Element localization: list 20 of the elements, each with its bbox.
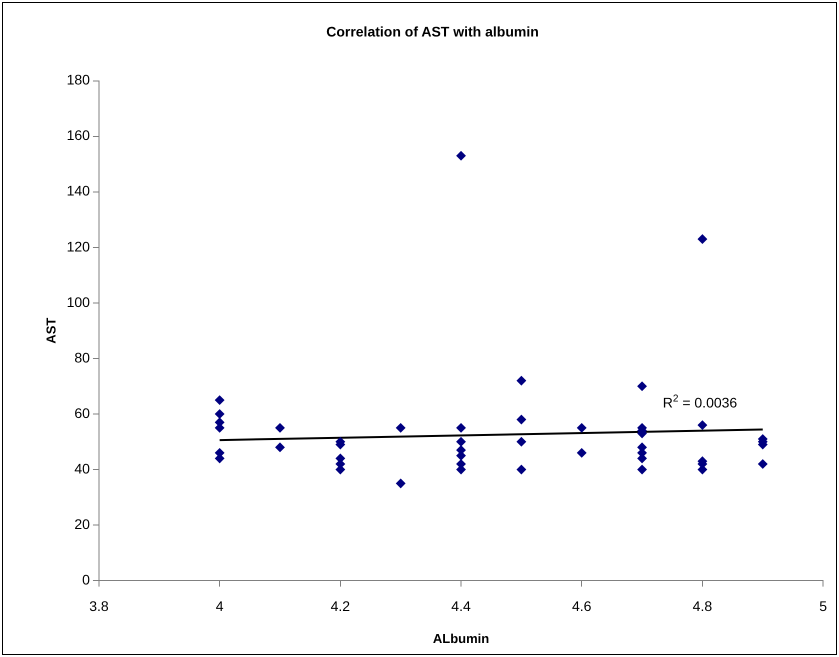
y-tick-label: 160 [66,127,90,144]
x-tick-label: 4.8 [692,598,712,614]
x-axis-title: ALbumin [432,630,490,646]
y-tick-label: 20 [74,516,90,532]
y-tick-label: 60 [74,404,90,421]
y-tick-label: 180 [66,72,90,88]
y-tick-label: 80 [74,349,90,366]
y-tick-label: 140 [66,182,90,199]
x-tick-label: 4 [216,598,224,614]
y-tick-label: 120 [66,238,90,254]
chart-title: Correlation of AST with albumin [326,23,539,40]
y-tick-label: 0 [82,571,90,588]
x-tick-label: 5 [819,598,828,614]
x-tick-label: 4.4 [451,598,471,614]
x-tick-label: 4.2 [330,598,350,614]
y-tick-label: 40 [74,460,90,476]
y-tick-label: 100 [66,294,90,310]
x-tick-label: 4.6 [572,598,592,614]
y-axis-title: AST [43,318,58,344]
x-tick-label: 3.8 [89,598,109,614]
